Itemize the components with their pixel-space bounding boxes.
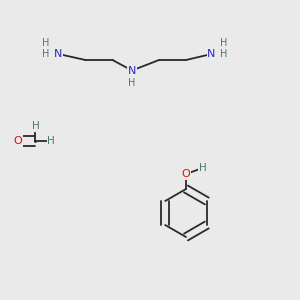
Text: H: H	[220, 49, 228, 59]
Text: H: H	[42, 38, 50, 48]
Text: N: N	[54, 49, 63, 59]
Text: H: H	[220, 38, 228, 48]
Text: H: H	[42, 49, 50, 59]
Text: N: N	[128, 65, 136, 76]
Text: H: H	[32, 121, 39, 131]
Text: O: O	[14, 136, 22, 146]
Text: O: O	[182, 169, 190, 179]
Text: H: H	[199, 163, 206, 173]
Text: H: H	[47, 136, 55, 146]
Text: H: H	[128, 77, 136, 88]
Text: N: N	[207, 49, 216, 59]
